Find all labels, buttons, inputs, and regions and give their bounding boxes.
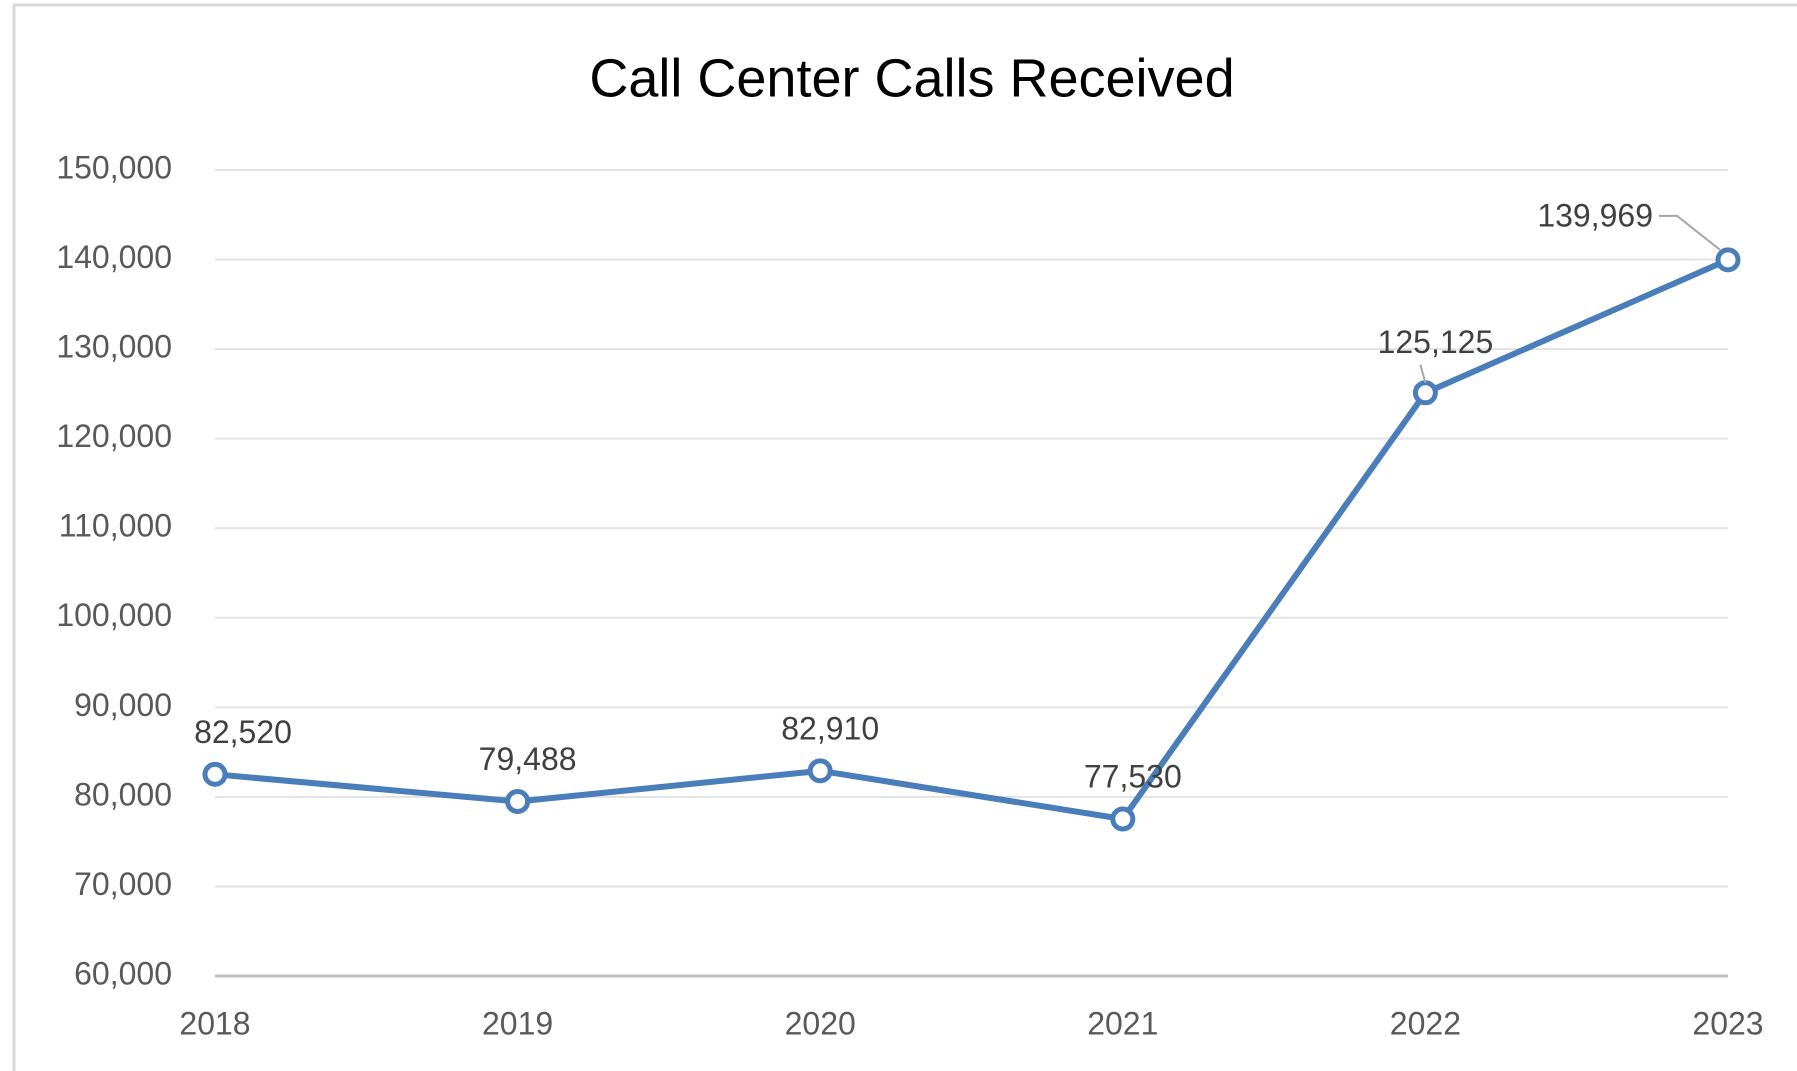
data-point — [1110, 806, 1136, 832]
chart-title: Call Center Calls Received — [589, 48, 1234, 108]
x-tick-label: 2021 — [1087, 1005, 1158, 1041]
x-tick-label: 2019 — [482, 1005, 553, 1041]
data-label: 139,969 — [1537, 197, 1653, 233]
data-label: 82,910 — [781, 710, 879, 746]
data-label: 79,488 — [479, 741, 577, 777]
chart-border — [12, 3, 1797, 1071]
leader-line — [1659, 214, 1721, 251]
data-point — [505, 788, 531, 814]
x-tick-label: 2023 — [1692, 1005, 1763, 1041]
y-tick-label: 110,000 — [59, 508, 172, 544]
y-tick-label: 140,000 — [56, 239, 172, 275]
data-point — [202, 761, 228, 787]
x-tick-label: 2020 — [785, 1005, 856, 1041]
y-tick-label: 130,000 — [56, 329, 172, 365]
y-tick-label: 120,000 — [56, 418, 172, 454]
x-tick-label: 2018 — [179, 1005, 250, 1041]
leader-line — [1419, 364, 1427, 384]
y-tick-label: 100,000 — [56, 597, 172, 633]
data-label: 82,520 — [194, 714, 292, 750]
y-tick-label: 70,000 — [74, 866, 172, 902]
y-tick-label: 60,000 — [74, 955, 172, 991]
data-label: 125,125 — [1378, 324, 1494, 360]
data-point — [1412, 380, 1438, 406]
y-tick-label: 150,000 — [56, 149, 172, 185]
series-line — [214, 257, 1730, 823]
data-point — [1715, 247, 1741, 273]
x-tick-label: 2022 — [1390, 1005, 1461, 1041]
data-point — [807, 758, 833, 784]
y-tick-label: 90,000 — [74, 687, 172, 723]
y-tick-label: 80,000 — [74, 776, 172, 812]
data-label: 77,530 — [1084, 758, 1182, 794]
